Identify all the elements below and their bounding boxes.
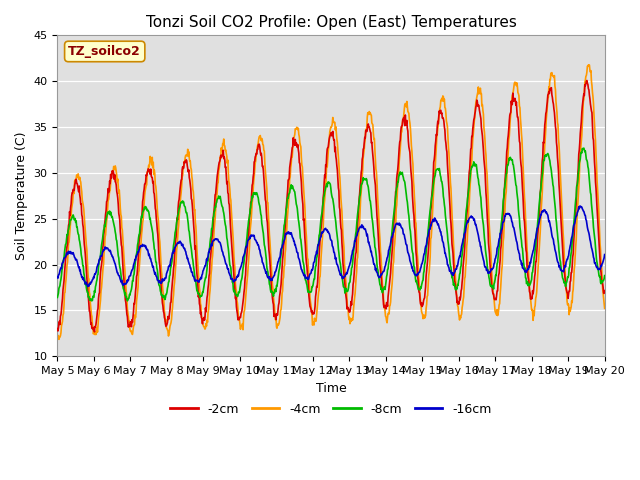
Title: Tonzi Soil CO2 Profile: Open (East) Temperatures: Tonzi Soil CO2 Profile: Open (East) Temp…: [145, 15, 516, 30]
X-axis label: Time: Time: [316, 382, 346, 395]
Legend: -2cm, -4cm, -8cm, -16cm: -2cm, -4cm, -8cm, -16cm: [165, 398, 497, 420]
Text: TZ_soilco2: TZ_soilco2: [68, 45, 141, 58]
Y-axis label: Soil Temperature (C): Soil Temperature (C): [15, 132, 28, 260]
